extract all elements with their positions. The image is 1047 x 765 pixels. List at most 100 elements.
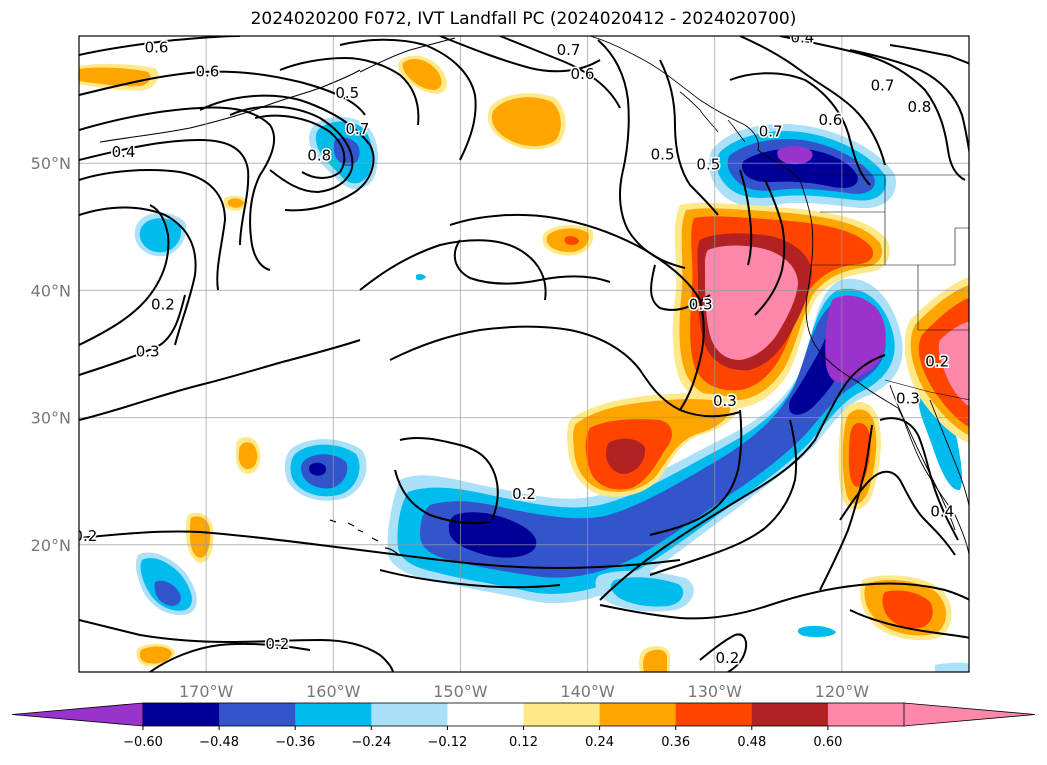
colorbar-swatch: [523, 703, 601, 726]
colorbar-swatch: [371, 703, 448, 726]
contour-line: [399, 436, 499, 521]
contour-label: 0.2: [265, 635, 289, 653]
contour-line: [199, 94, 375, 212]
shade-blob-4b: [610, 577, 684, 607]
contour-label: 0.5: [335, 84, 359, 102]
contour-label: 0.3: [896, 390, 920, 408]
contour-label: 0.7: [557, 41, 581, 59]
border-us-mexico: [884, 379, 969, 401]
longitude-tick-label: 150°W: [433, 682, 488, 701]
longitude-tick-label: 170°W: [179, 682, 234, 701]
shade-pos-small-e2: [643, 649, 667, 672]
contour-line: [449, 213, 705, 411]
contour-line: [79, 619, 394, 672]
contour-label: 0.7: [871, 77, 895, 95]
colorbar: −0.60 −0.48 −0.36 −0.24 −0.12 0.12 0.24 0.36 0.4…: [11, 702, 1036, 750]
longitude-tick-label: 140°W: [560, 682, 615, 701]
contour-lines: [79, 36, 969, 672]
aleutian-chain: [99, 69, 361, 143]
shade-pos-mx-red: [882, 590, 933, 629]
coast-north-america: [589, 36, 969, 557]
colorbar-swatch: [143, 703, 220, 726]
contour-line: [819, 424, 873, 591]
contour-line: [649, 409, 743, 536]
contour-line: [839, 470, 956, 556]
shade-pos-mid-1c: [564, 236, 579, 245]
contour-label: 0.5: [651, 145, 675, 163]
shade-pos-goa-1b: [492, 97, 561, 147]
contour-label: 0.5: [696, 155, 720, 173]
colorbar-tick-label: −0.36: [275, 735, 315, 750]
border-states-1: [884, 175, 969, 266]
contour-line: [79, 339, 361, 421]
contour-line: [79, 530, 681, 570]
shade-blob-7: [935, 662, 969, 672]
contour-label: 0.7: [346, 120, 370, 138]
contour-label: 0.3: [136, 342, 160, 360]
contour-label: 0.3: [713, 392, 737, 410]
contour-line: [739, 169, 753, 266]
contour-label: 0.2: [151, 295, 175, 313]
shade-blob-3c: [154, 580, 181, 606]
contour-label: 0.2: [925, 353, 949, 371]
contour-labels: 0.6 0.6 0.5 0.7 0.8 0.4 0.7 0.6 0.4 0.7 0.8 0.6 0.7 0…: [73, 36, 956, 669]
shade-pos-small-d2: [139, 646, 172, 664]
colorbar-swatch: [447, 703, 524, 726]
colorbar-tick-label: 0.48: [737, 735, 766, 750]
latitude-tick-label: 40°N: [31, 281, 71, 300]
contour-label: 0.6: [145, 38, 169, 56]
border-states-2: [917, 265, 969, 331]
shade-pos-small-b2: [238, 442, 258, 470]
contour-line: [229, 105, 354, 194]
contour-label: 0.2: [512, 485, 536, 503]
shade-blob-9: [416, 273, 426, 281]
gridlines: [79, 36, 969, 672]
colorbar-tick-label: 0.60: [813, 735, 842, 750]
contour-label: 0.2: [715, 649, 739, 667]
contour-label: 0.3: [689, 295, 713, 313]
shade-pos-small-c2: [190, 516, 211, 558]
colorbar-tick-label: −0.12: [427, 735, 467, 750]
contour-line: [649, 419, 798, 576]
shade-pnw-navy: [741, 148, 858, 188]
contour-line: [79, 70, 366, 116]
contour-label: 0.2: [73, 527, 97, 545]
map-plot-area: 0.6 0.6 0.5 0.7 0.8 0.4 0.7 0.6 0.4 0.7 0.8 0.6 0.7 0…: [73, 36, 969, 672]
colorbar-swatch: [219, 703, 296, 726]
contour-line: [79, 106, 276, 271]
contour-line: [339, 38, 477, 161]
shade-pos-sub-brick: [606, 438, 646, 474]
contour-line: [79, 138, 250, 246]
contour-line: [729, 72, 871, 186]
longitude-tick-label: 160°W: [306, 682, 361, 701]
contour-line: [254, 114, 346, 179]
contour-label: 0.6: [195, 63, 219, 81]
contour-line: [889, 44, 969, 65]
contour-line: [79, 169, 227, 291]
contour-line: [599, 582, 969, 620]
colorbar-swatch: [295, 703, 372, 726]
contour-line: [439, 36, 601, 73]
contour-line: [597, 39, 686, 269]
shade-pos-small-a2: [227, 198, 244, 208]
colorbar-swatch: [827, 703, 905, 726]
colorbar-tick-label: 0.24: [585, 735, 614, 750]
shade-pos-baja-pink: [938, 321, 969, 407]
contour-line: [79, 294, 186, 376]
contour-line: [359, 239, 547, 301]
bc-islands: [679, 91, 746, 143]
longitude-tick-label: 130°W: [688, 682, 743, 701]
contour-label: 0.6: [818, 111, 842, 129]
coast-baja: [889, 384, 956, 531]
contour-line: [754, 179, 786, 316]
contour-line: [453, 239, 611, 285]
contour-line: [739, 36, 886, 166]
contour-line: [149, 642, 311, 672]
colorbar-extend-min: [11, 702, 144, 727]
shade-pos-ca-pink: [704, 245, 798, 360]
latitude-labels: 20°N 30°N 40°N 50°N: [31, 154, 71, 555]
contour-line: [394, 469, 491, 525]
colorbar-swatch: [751, 703, 829, 726]
contour-line: [279, 56, 420, 126]
